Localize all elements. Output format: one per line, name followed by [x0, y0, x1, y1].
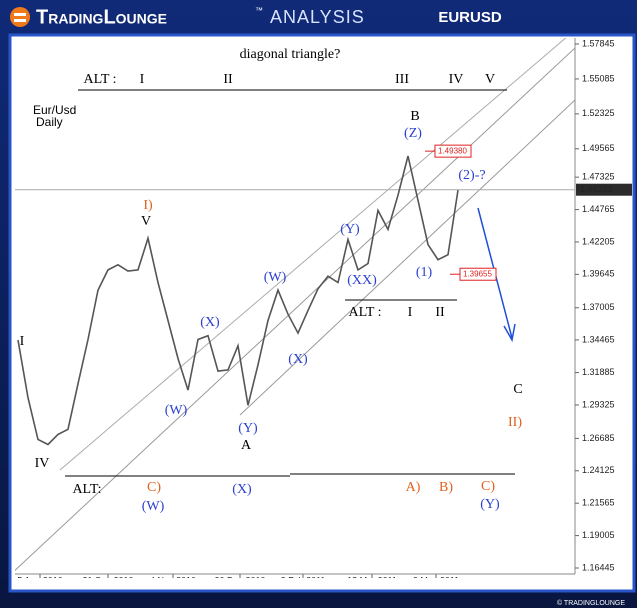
wave-label: I [408, 305, 413, 320]
logo-icon-bar [14, 13, 26, 16]
wave-label: ALT: [72, 482, 101, 497]
price-line [17, 155, 459, 446]
y-tick-label: 1.31885 [582, 367, 615, 377]
channel-line [59, 38, 567, 471]
wave-label: C) [147, 480, 161, 495]
x-tick-label: 4 Nov 2010 [150, 575, 196, 585]
wave-label: C [513, 382, 522, 397]
wave-label: B [410, 109, 419, 124]
y-tick-label: 1.34465 [582, 334, 615, 344]
wave-label: (Y) [238, 421, 258, 436]
wave-label: (Y) [480, 497, 500, 512]
subtitle: ANALYSIS [270, 7, 365, 27]
x-tick-label: 18 Mar 2011 [347, 575, 397, 585]
wave-label: II [223, 72, 233, 87]
brand: TradingLounge [36, 6, 167, 28]
wave-label: V [485, 72, 495, 87]
y-tick-label: 1.16445 [582, 562, 615, 572]
wave-label: IV [449, 72, 464, 87]
price-level-label: 1.49380 [438, 146, 467, 155]
wave-label: V [141, 214, 151, 229]
wave-label: C) [481, 479, 495, 494]
wave-label: IV [35, 456, 50, 471]
wave-label: I [20, 334, 25, 349]
wave-label: B) [439, 480, 453, 495]
channel-line [15, 47, 575, 572]
y-tick-label: 1.55085 [582, 73, 615, 83]
wave-label: II) [508, 415, 522, 430]
current-price-box [576, 183, 632, 196]
wave-label: (X) [200, 315, 220, 330]
y-tick-label: 1.21565 [582, 498, 615, 508]
wave-label: II [435, 305, 445, 320]
wave-label: I [140, 72, 145, 87]
y-tick-label: 1.52325 [582, 108, 615, 118]
y-tick-label: 1.47325 [582, 172, 615, 182]
chart-title: diagonal triangle? [240, 47, 341, 62]
x-tick-label: 2 Feb 2011 [281, 575, 326, 585]
logo-icon-bar [14, 19, 26, 22]
wave-label: A) [406, 480, 421, 495]
footer: © TRADINGLOUNGE [557, 599, 625, 607]
wave-label: (Z) [404, 126, 422, 141]
y-tick-label: 1.37005 [582, 302, 615, 312]
chart-panel [8, 33, 636, 593]
instrument: Eur/Usd [33, 103, 76, 117]
wave-label: I) [143, 198, 153, 213]
symbol: EURUSD [438, 9, 502, 26]
overlays [15, 38, 575, 572]
price-level-box [434, 144, 472, 158]
wave-label: (W) [142, 499, 165, 514]
current-price-label: 1.46333 [580, 184, 613, 194]
logo-icon [10, 7, 30, 27]
wave-label: (XX) [347, 273, 377, 288]
wave-label: ALT : [83, 72, 116, 87]
price-level-label: 1.39655 [463, 269, 492, 278]
wave-label: (W) [165, 403, 188, 418]
y-tick-label: 1.57845 [582, 38, 615, 48]
y-tick-label: 1.49565 [582, 143, 615, 153]
price-level-box [459, 267, 497, 281]
wave-label: (Y) [340, 222, 360, 237]
wave-label: (W) [264, 270, 287, 285]
wave-label: (X) [232, 482, 252, 497]
y-tick-label: 1.44765 [582, 204, 615, 214]
y-tick-label: 1.19005 [582, 530, 615, 540]
x-tick-label: 20 Dec 2010 [214, 575, 265, 585]
wave-label: III [395, 72, 409, 87]
x-tick-label: 3 May 2011 [413, 575, 459, 585]
channel-line [239, 99, 575, 416]
y-tick-label: 1.29325 [582, 399, 615, 409]
timeframe: Daily [36, 115, 63, 129]
wave-label: A [241, 438, 252, 453]
x-tick-label: 21 Sep 2010 [82, 575, 133, 585]
y-tick-label: 1.26685 [582, 433, 615, 443]
y-tick-label: 1.39645 [582, 269, 615, 279]
wave-label: (1) [416, 265, 433, 280]
wave-label: (X) [288, 352, 308, 367]
x-tick-label: 5 Aug 2010 [17, 575, 63, 585]
forecast-arrowhead [503, 323, 516, 343]
wave-label: ALT : [348, 305, 381, 320]
brand-tm: ™ [255, 6, 263, 15]
y-tick-label: 1.24125 [582, 465, 615, 475]
y-tick-label: 1.42205 [582, 236, 615, 246]
wave-label: (2)-? [458, 168, 485, 183]
